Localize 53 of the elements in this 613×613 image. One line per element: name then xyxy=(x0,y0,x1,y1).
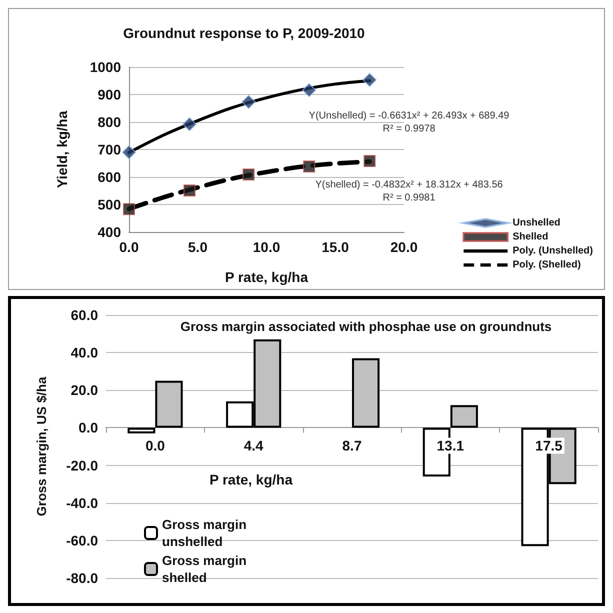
legend-label: Gross margin shelled xyxy=(162,553,250,585)
point xyxy=(242,94,256,109)
x-tick-label: 8.7 xyxy=(342,438,362,454)
annotation: Y(Unshelled) = -0.6631x² + 26.493x + 689.49 xyxy=(308,110,510,122)
y-tick-label: -40.0 xyxy=(66,494,98,511)
y-tick-label: 60.0 xyxy=(70,307,98,323)
bar xyxy=(128,428,156,434)
legend-label: Shelled xyxy=(512,232,548,242)
x-tick-label: 15.0 xyxy=(322,239,350,255)
point xyxy=(122,145,136,160)
y-axis-title: Yield, kg/ha xyxy=(54,110,70,188)
legend-label: Gross margin unshelled xyxy=(162,517,250,549)
y-tick-label: 40.0 xyxy=(70,344,98,361)
y-tick-label: 800 xyxy=(98,114,122,130)
x-tick-label: 20.0 xyxy=(390,239,418,255)
y-axis-title: Gross margin, US $/ha xyxy=(34,376,49,516)
point xyxy=(302,83,316,98)
chart-title: Gross margin associated with phosphae use on groundnuts xyxy=(180,319,552,334)
x-axis-title: P rate, kg/ha xyxy=(209,472,293,488)
legend-label: Unshelled xyxy=(512,218,560,228)
x-tick-label: 10.0 xyxy=(252,239,280,255)
x-tick-label: 13.1 xyxy=(436,438,464,454)
x-tick-label: 4.4 xyxy=(244,438,264,454)
y-tick-label: 1000 xyxy=(90,59,122,75)
y-tick-label: 500 xyxy=(98,196,122,212)
y-tick-label: 0.0 xyxy=(78,420,98,436)
annotation: Y(shelled) = -0.4832x² + 18.312x + 483.56 xyxy=(315,180,504,190)
y-tick-label: 20.0 xyxy=(70,382,98,398)
y-tick-label: -20.0 xyxy=(66,457,98,474)
x-axis-title: P rate, kg/ha xyxy=(224,269,308,285)
point xyxy=(303,160,316,173)
legend-label: Poly. (Unshelled) xyxy=(512,246,594,256)
chart-title: Groundnut response to P, 2009-2010 xyxy=(123,25,366,41)
annotation: R² = 0.9978 xyxy=(382,124,436,134)
y-tick-label: 900 xyxy=(98,86,122,102)
point xyxy=(242,168,255,181)
point xyxy=(364,155,376,168)
point xyxy=(182,117,196,132)
x-tick-label: 5.0 xyxy=(188,239,208,255)
y-tick-label: -60.0 xyxy=(66,532,98,548)
annotation: R² = 0.9981 xyxy=(382,192,436,204)
point xyxy=(123,203,135,216)
point xyxy=(362,72,377,87)
y-tick-label: -80.0 xyxy=(66,570,98,586)
x-tick-label: 17.5 xyxy=(535,438,563,454)
y-tick-label: 700 xyxy=(98,142,122,158)
x-tick-label: 0.0 xyxy=(119,239,139,255)
x-tick-label: 0.0 xyxy=(145,438,166,454)
legend-label: Poly. (Shelled) xyxy=(512,260,581,270)
point xyxy=(184,184,196,196)
y-tick-label: 600 xyxy=(98,169,122,185)
y-tick-label: 400 xyxy=(98,224,122,240)
bar xyxy=(450,405,478,428)
